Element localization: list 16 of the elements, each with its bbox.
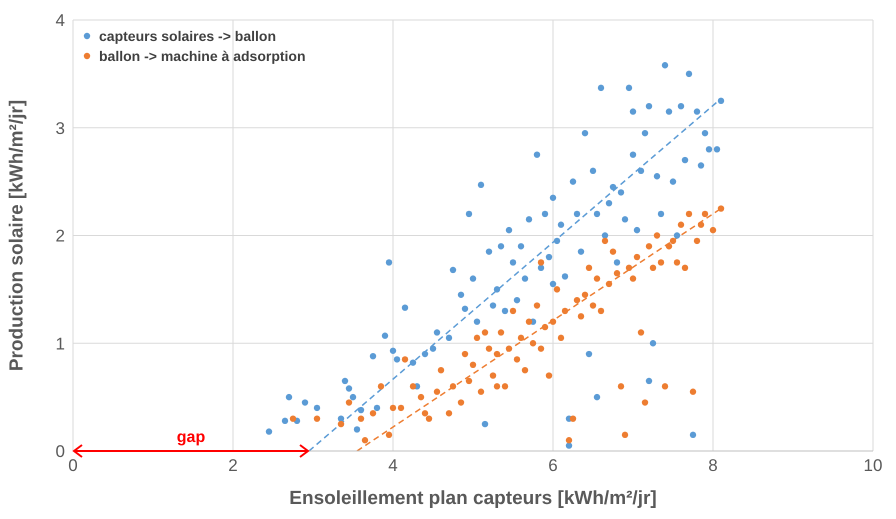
y-tick-label: 2 xyxy=(56,226,65,246)
annotation: gap xyxy=(176,429,206,446)
x-axis-title: Ensoleillement plan capteurs [kWh/m²/jr] xyxy=(289,488,657,509)
y-tick-label: 4 xyxy=(56,11,65,30)
y-axis-title: Production solaire [kWh/m²/jr] xyxy=(6,100,28,372)
y-tick-label: 3 xyxy=(56,118,65,138)
x-tick-label: 4 xyxy=(388,456,398,476)
x-tick-label: 0 xyxy=(68,456,78,476)
y-tick-label: 1 xyxy=(56,334,65,354)
legend-label: capteurs solaires -> ballon xyxy=(99,28,276,44)
x-tick-label: 8 xyxy=(708,456,718,476)
x-tick-label: 10 xyxy=(864,456,882,476)
x-tick-label: 6 xyxy=(548,456,558,476)
y-tick-label: 0 xyxy=(56,442,65,462)
legend-label: ballon -> machine à adsorption xyxy=(99,48,306,64)
x-tick-label: 2 xyxy=(228,456,238,476)
